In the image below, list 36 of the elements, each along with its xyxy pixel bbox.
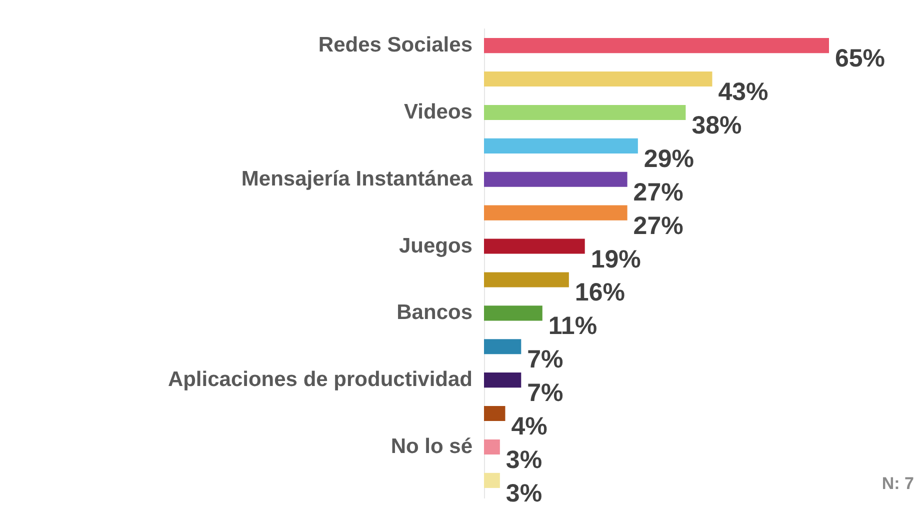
y-tick-label: Bancos	[396, 301, 472, 324]
data-label: 65%	[835, 44, 886, 73]
data-label: 3%	[506, 446, 542, 474]
bar	[484, 205, 628, 220]
text: N: 7	[882, 474, 914, 493]
data-label: 43%	[718, 78, 768, 106]
data-label: 19%	[590, 245, 641, 274]
bar	[484, 238, 585, 254]
bar	[484, 406, 506, 422]
y-tick-label: Videos	[404, 100, 472, 124]
y-tick-label: Mensajería Instantánea	[241, 167, 473, 190]
data-label: 11%	[548, 312, 598, 340]
y-tick-label: No lo sé	[390, 434, 472, 458]
data-label: 27%	[633, 212, 684, 240]
data-label: 29%	[644, 144, 694, 173]
data-label: 38%	[692, 111, 742, 140]
data-label: 27%	[633, 178, 684, 206]
bar	[484, 38, 829, 54]
y-tick-label: Juegos	[398, 234, 472, 258]
bar	[484, 372, 522, 388]
data-label: 4%	[511, 412, 548, 441]
data-label: 16%	[574, 278, 625, 307]
bar	[484, 104, 686, 120]
bar	[484, 439, 500, 455]
bar	[484, 138, 638, 154]
bar	[484, 339, 522, 354]
data-label: 7%	[527, 346, 564, 374]
data-label: 7%	[527, 379, 564, 408]
bar	[484, 71, 712, 87]
y-tick-label: Redes Sociales	[318, 34, 472, 57]
bar	[484, 172, 628, 187]
data-label: 3%	[506, 479, 542, 508]
bar	[484, 472, 500, 488]
bar	[484, 306, 542, 321]
y-tick-label: Aplicaciones de productividad	[168, 368, 472, 392]
bar	[484, 272, 569, 288]
